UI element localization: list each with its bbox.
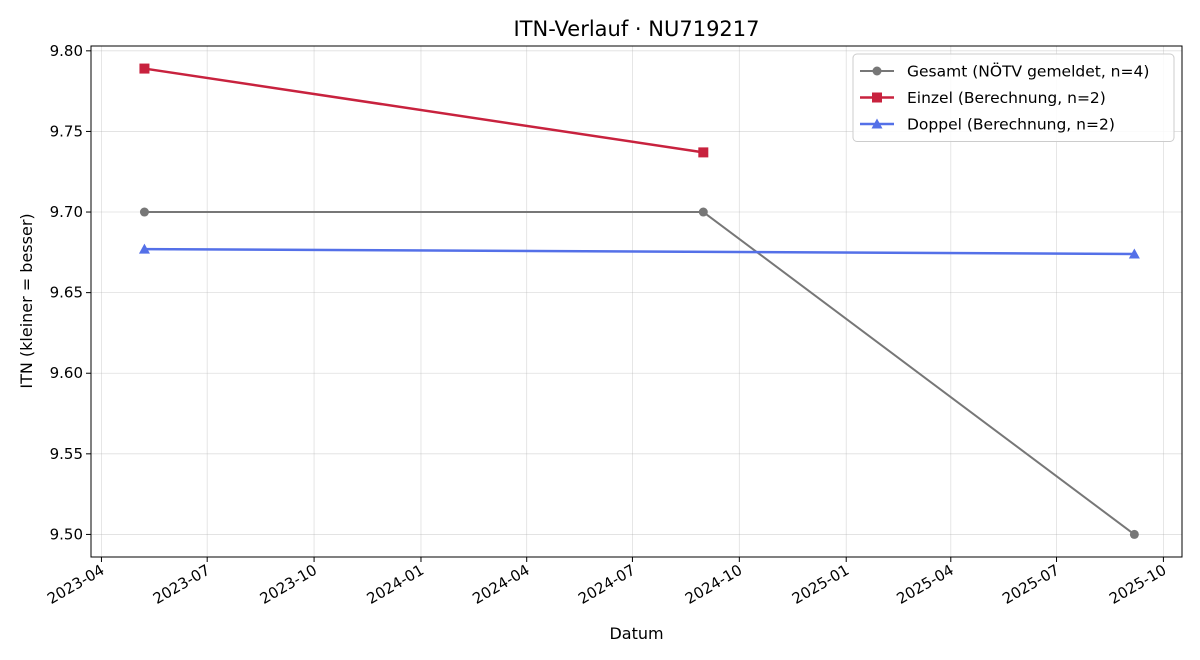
x-tick-label: 2023-10 xyxy=(257,561,320,608)
y-tick-label: 9.50 xyxy=(50,525,83,543)
y-tick-label: 9.75 xyxy=(50,122,83,140)
data-point xyxy=(1128,248,1140,259)
y-tick-label: 9.70 xyxy=(50,203,83,221)
x-tick-label: 2024-04 xyxy=(469,561,532,608)
series-layer xyxy=(138,63,1140,539)
x-tick-label: 2025-01 xyxy=(789,561,852,608)
y-axis-label: ITN (kleiner = besser) xyxy=(17,213,36,388)
series-1 xyxy=(139,207,1139,539)
x-tick-label: 2024-07 xyxy=(575,561,638,608)
x-tick-label: 2025-10 xyxy=(1106,561,1169,608)
legend-item: Einzel (Berechnung, n=2) xyxy=(860,89,1106,107)
plot-frame xyxy=(90,45,1183,558)
data-point xyxy=(698,147,709,158)
x-tick-label: 2024-10 xyxy=(682,561,745,608)
series-line xyxy=(144,247,1135,256)
series-line xyxy=(144,67,704,154)
x-tick-label: 2023-07 xyxy=(150,561,213,608)
legend-label: Gesamt (NÖTV gemeldet, n=4) xyxy=(907,62,1149,81)
x-tick-label: 2023-04 xyxy=(44,561,107,608)
x-tick-label: 2025-04 xyxy=(893,561,956,608)
data-point xyxy=(1129,529,1139,539)
data-point xyxy=(138,243,150,254)
x-axis-label: Datum xyxy=(609,624,663,643)
y-axis-ticks: 9.50 9.55 9.60 9.65 9.70 9.75 9.80 xyxy=(50,42,91,543)
data-point xyxy=(139,63,150,74)
series-2 xyxy=(139,63,709,158)
legend-box xyxy=(852,53,1175,142)
y-tick-label: 9.65 xyxy=(50,284,83,302)
legend-marker xyxy=(871,118,883,129)
legend-item: Doppel (Berechnung, n=2) xyxy=(860,116,1115,134)
data-point xyxy=(698,207,708,217)
legend-item: Gesamt (NÖTV gemeldet, n=4) xyxy=(860,62,1149,81)
x-tick-label: 2024-01 xyxy=(364,561,427,608)
legend-marker xyxy=(872,66,882,76)
legend: Gesamt (NÖTV gemeldet, n=4) Einzel (Berec… xyxy=(852,53,1175,142)
legend-label: Einzel (Berechnung, n=2) xyxy=(907,89,1106,107)
legend-label: Doppel (Berechnung, n=2) xyxy=(907,116,1115,134)
y-tick-label: 9.55 xyxy=(50,445,83,463)
y-tick-label: 9.80 xyxy=(50,42,83,60)
legend-marker xyxy=(872,92,882,103)
series-3 xyxy=(138,243,1140,259)
data-point xyxy=(139,207,149,217)
x-tick-label: 2025-07 xyxy=(999,561,1062,608)
y-tick-label: 9.60 xyxy=(50,364,83,382)
chart-title: ITN-Verlauf · NU719217 xyxy=(513,17,759,41)
x-axis-ticks: 2023-04 2023-07 2023-10 2024-01 2024-04 2024-… xyxy=(44,557,1169,608)
